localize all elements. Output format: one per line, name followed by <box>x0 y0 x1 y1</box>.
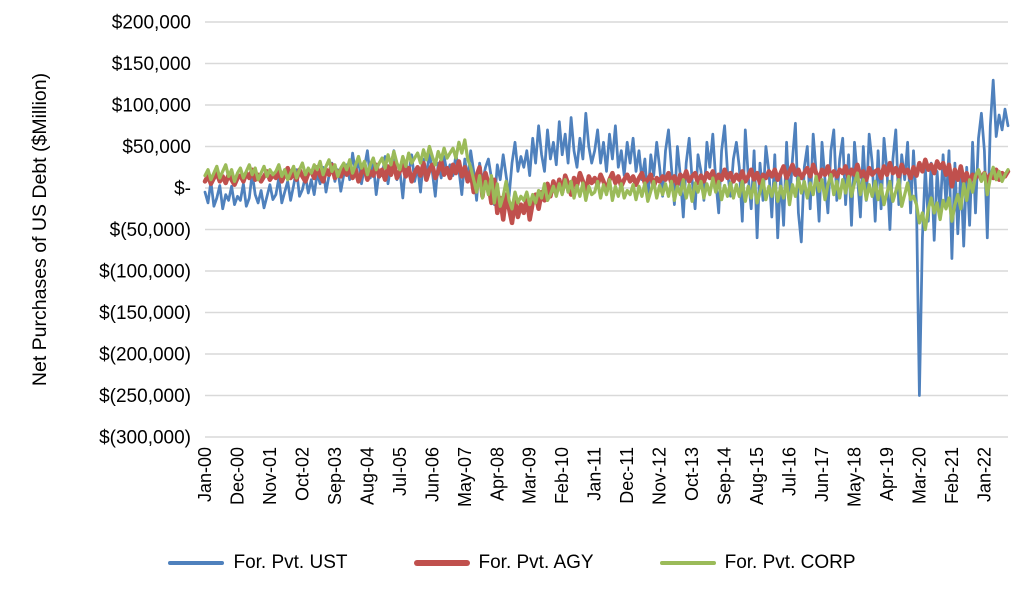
x-tick-label: Apr-19 <box>877 447 897 501</box>
x-tick-label: Jun-06 <box>422 447 442 502</box>
x-tick-label: May-18 <box>844 447 864 507</box>
x-tick-label: Aug-04 <box>357 447 377 505</box>
x-tick-label: Feb-21 <box>942 447 962 504</box>
x-tick-label: Jun-17 <box>812 447 832 502</box>
y-tick-label: $(250,000) <box>99 386 191 407</box>
x-tick-label: Jul-05 <box>390 447 410 496</box>
legend-swatch-ust-icon <box>168 560 225 566</box>
x-tick-label: Jul-16 <box>780 447 800 496</box>
legend-label-ust: For. Pvt. UST <box>233 552 348 573</box>
series-line-for-pvt-corp <box>203 138 1010 232</box>
x-tick-label: May-07 <box>455 447 475 507</box>
y-tick-label: $200,000 <box>112 13 191 34</box>
x-tick-label: Sep-03 <box>325 447 345 505</box>
y-tick-label: $(200,000) <box>99 345 191 366</box>
series-line-for-pvt-ust <box>203 78 1010 397</box>
x-tick-label: Aug-15 <box>747 447 767 505</box>
x-tick-label: Jan-00 <box>195 447 215 502</box>
y-tick-label: $100,000 <box>112 96 191 117</box>
x-tick-label: Apr-08 <box>487 447 507 501</box>
x-tick-label: Jan-22 <box>974 447 994 502</box>
x-tick-label: Jan-11 <box>585 447 605 501</box>
legend-item-corp: For. Pvt. CORP <box>659 552 856 574</box>
legend-item-ust: For. Pvt. UST <box>168 552 348 574</box>
legend-swatch-corp-icon <box>659 560 716 566</box>
legend: For. Pvt. UST For. Pvt. AGY For. Pvt. CO… <box>0 541 1024 585</box>
gridlines <box>205 21 1008 438</box>
y-axis-tick-labels: $200,000 $150,000 $100,000 $50,000 $- $(50,00… <box>99 13 191 449</box>
x-tick-label: Mar-20 <box>909 447 929 504</box>
legend-label-agy: For. Pvt. AGY <box>478 552 594 573</box>
x-tick-label: Feb-10 <box>552 447 572 504</box>
y-tick-label: $(300,000) <box>99 428 191 449</box>
x-tick-label: Nov-01 <box>260 447 280 505</box>
x-tick-label: Mar-09 <box>520 447 540 504</box>
x-tick-label: Nov-12 <box>650 447 670 505</box>
x-tick-label: Dec-00 <box>227 447 247 505</box>
y-tick-label: $- <box>174 179 191 200</box>
x-tick-label: Sep-14 <box>715 447 735 505</box>
y-tick-label: $(50,000) <box>110 220 191 241</box>
x-tick-label: Oct-13 <box>682 447 702 501</box>
x-tick-label: Oct-02 <box>292 447 312 501</box>
y-axis-title: Net Purchases of US Debt ($Million) <box>29 73 51 386</box>
y-tick-label: $(150,000) <box>99 303 191 324</box>
legend-swatch-agy-icon <box>413 560 470 566</box>
plot-area: $200,000 $150,000 $100,000 $50,000 $- $(50,00… <box>29 13 1011 507</box>
legend-label-corp: For. Pvt. CORP <box>724 552 856 573</box>
x-tick-label: Dec-11 <box>617 447 637 504</box>
y-tick-label: $(100,000) <box>99 262 191 283</box>
y-tick-label: $50,000 <box>122 137 191 158</box>
legend-item-agy: For. Pvt. AGY <box>413 552 594 574</box>
x-axis-tick-labels: Jan-00 Dec-00 Nov-01 Oct-02 Sep-03 Aug-04 Jul-… <box>195 447 994 507</box>
y-tick-label: $150,000 <box>112 54 191 75</box>
